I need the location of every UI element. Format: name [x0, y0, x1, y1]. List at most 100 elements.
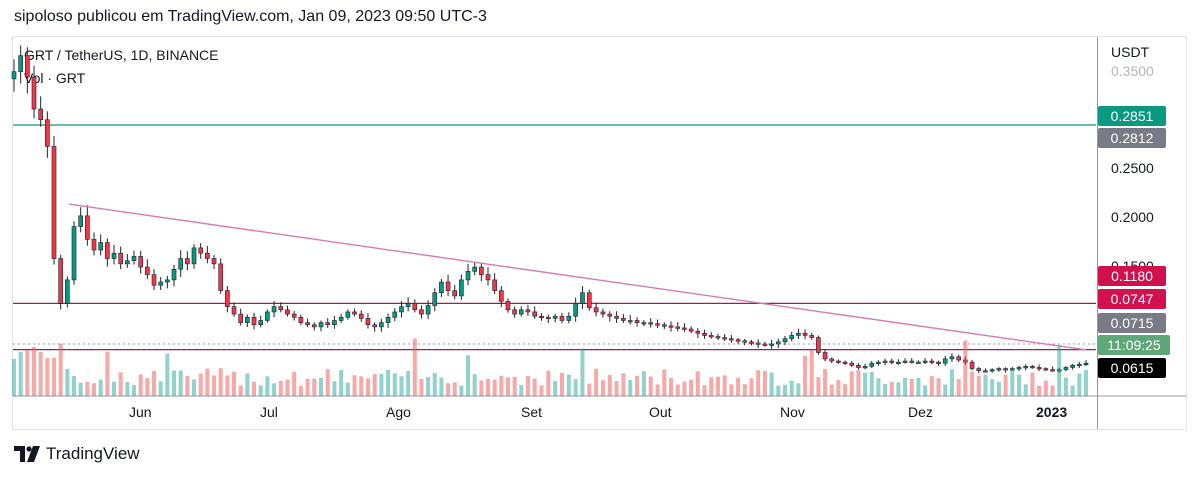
volume-bar	[125, 381, 130, 396]
volume-bar	[339, 370, 344, 396]
volume-bar	[312, 378, 317, 396]
candle-body	[896, 361, 901, 364]
volume-bar	[776, 385, 781, 396]
volume-bar	[245, 373, 250, 396]
candle-body	[722, 337, 727, 340]
volume-bar	[305, 378, 310, 396]
candle-body	[78, 215, 83, 227]
volume-bar	[836, 380, 841, 396]
volume-bar	[949, 369, 954, 396]
candle-body	[1083, 362, 1089, 365]
volume-bar	[628, 379, 633, 396]
volume-bar	[970, 371, 975, 396]
volume-bar	[695, 371, 700, 396]
volume-bar	[614, 381, 619, 396]
candle-body	[922, 360, 928, 363]
candle-body	[65, 279, 70, 304]
volume-bar	[1083, 370, 1089, 396]
volume-bar	[829, 384, 834, 396]
volume-bar	[756, 370, 761, 396]
volume-bar	[332, 381, 337, 396]
volume-bar	[709, 377, 714, 396]
volume-bar	[225, 375, 230, 396]
candle-body	[641, 322, 647, 325]
price-badge: 0.0615	[1098, 358, 1166, 378]
candlestick-chart[interactable]	[0, 0, 1200, 430]
price-axis[interactable]	[1097, 37, 1187, 429]
candle-body	[1070, 365, 1075, 368]
volume-bar	[359, 376, 364, 396]
candle-body	[425, 305, 431, 315]
volume-bar	[635, 375, 640, 396]
volume-bar	[1003, 374, 1008, 396]
volume-bar	[212, 375, 217, 396]
volume-bar	[232, 371, 237, 396]
candle-body	[1023, 366, 1029, 369]
volume-bar	[292, 371, 297, 396]
candle-body	[621, 318, 626, 321]
candle-body	[231, 306, 237, 315]
candle-body	[58, 258, 63, 304]
candle-body	[285, 309, 290, 315]
candle-body	[929, 360, 935, 363]
volume-bar	[532, 378, 537, 396]
volume-bar	[769, 372, 774, 396]
volume-bar	[412, 338, 417, 396]
candle-body	[862, 366, 868, 369]
candle-body	[593, 307, 599, 313]
candle-body	[385, 316, 391, 323]
candle-body	[769, 343, 774, 346]
volume-bar	[519, 384, 524, 396]
candle-body	[439, 281, 444, 294]
volume-bar	[976, 375, 981, 396]
candle-body	[936, 361, 941, 364]
candle-body	[989, 369, 995, 372]
volume-bar	[682, 381, 687, 396]
volume-bar	[472, 374, 477, 396]
volume-bar	[285, 379, 290, 396]
candle-body	[459, 279, 464, 297]
candle-body	[98, 242, 103, 251]
candle-body	[909, 360, 915, 363]
footer: TradingView	[14, 444, 140, 464]
candle-body	[205, 252, 210, 259]
volume-bar	[1016, 374, 1022, 396]
candle-body	[796, 332, 801, 336]
candle-body	[614, 315, 619, 319]
candle-body	[661, 324, 667, 327]
volume-bar	[92, 383, 97, 396]
candle-body	[185, 258, 190, 265]
candle-body	[445, 281, 451, 291]
volume-bar	[689, 379, 694, 396]
candle-body	[849, 362, 855, 366]
volume-bar	[138, 374, 143, 396]
y-tick-label: 0.2500	[1111, 160, 1154, 176]
volume-bar	[869, 371, 874, 396]
candle-body	[151, 274, 157, 286]
candle-body	[655, 323, 660, 326]
candle-body	[916, 361, 921, 364]
candle-body	[365, 318, 371, 326]
volume-bar	[525, 376, 530, 396]
volume-bar	[65, 368, 70, 396]
volume-bar	[803, 355, 808, 396]
candle-body	[118, 252, 123, 265]
candle-body	[525, 309, 531, 313]
symbol-legend[interactable]: GRT / TetherUS, 1D, BINANCE	[24, 47, 219, 63]
price-badge: 0.0747	[1098, 289, 1166, 309]
countdown-badge: 11:09:25	[1098, 335, 1170, 355]
volume-bar	[178, 370, 183, 396]
volume-bar	[485, 378, 491, 396]
candle-body	[755, 342, 761, 345]
candle-body	[225, 290, 230, 307]
volume-bar	[165, 353, 170, 396]
candle-body	[131, 256, 137, 261]
volume-bar	[432, 373, 437, 396]
volume-bar	[238, 385, 243, 396]
volume-bar	[406, 371, 411, 396]
volume-bar	[278, 380, 283, 396]
candle-body	[802, 332, 808, 336]
volume-bar	[762, 370, 767, 396]
volume-legend[interactable]: Vol · GRT	[24, 70, 86, 86]
candle-body	[145, 266, 150, 275]
